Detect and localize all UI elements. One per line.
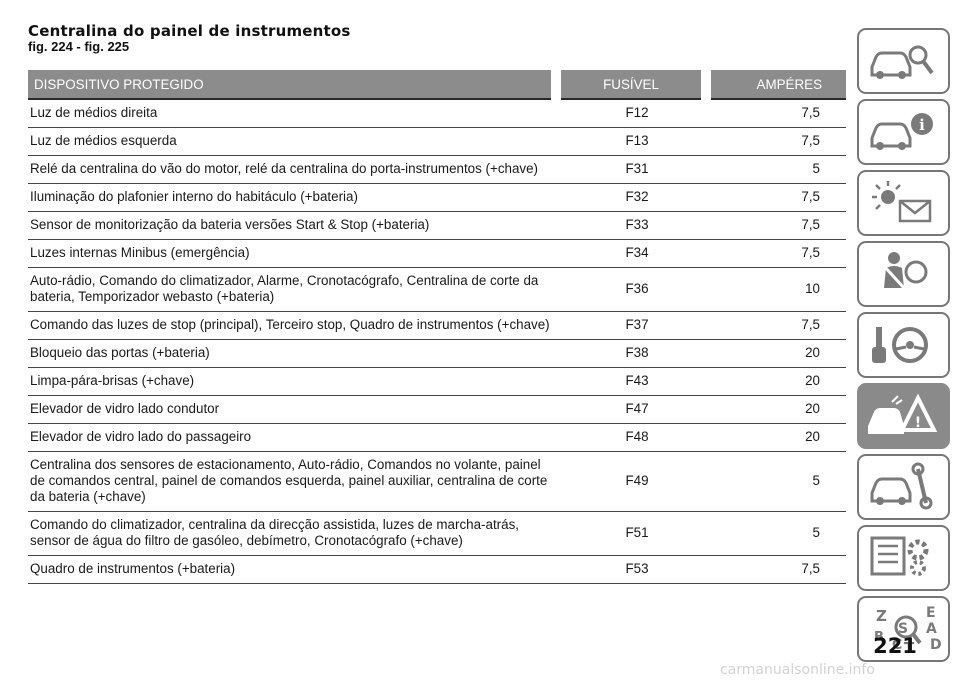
table-row: Comando das luzes de stop (principal), T…: [28, 311, 846, 340]
table-row: Quadro de instrumentos (+bateria) F53 7,5: [28, 555, 846, 584]
table-row: Limpa-pára-brisas (+chave) F43 20: [28, 367, 846, 396]
table-body: Luz de médios direita F12 7,5 Luz de médios…: [28, 99, 846, 584]
column-header-fuse: FUSÍVEL: [551, 70, 706, 100]
column-header-device: DISPOSITIVO PROTEGIDO: [28, 70, 556, 100]
svg-text:S: S: [898, 621, 908, 637]
amps-cell: 5: [706, 155, 846, 184]
amps-cell: 20: [706, 339, 846, 368]
figure-reference: fig. 224 - fig. 225: [28, 39, 130, 54]
device-cell: Bloqueio das portas (+bateria): [28, 339, 556, 368]
table-row: Luz de médios esquerda F13 7,5: [28, 127, 846, 156]
amps-cell: 7,5: [706, 239, 846, 268]
amps-cell: 7,5: [706, 211, 846, 240]
device-cell: Relé da centralina do vão do motor, relé…: [28, 155, 556, 184]
watermark: carmanualsonline.info: [720, 662, 875, 678]
seatbelt-airbag-icon: [866, 248, 942, 300]
device-cell: Iluminação do plafonier interno do habit…: [28, 183, 556, 212]
fuse-cell: F49: [556, 451, 706, 512]
svg-text:D: D: [930, 637, 942, 653]
fuse-table: DISPOSITIVO PROTEGIDO FUSÍVEL AMPÉRES Lu…: [28, 70, 846, 584]
chapter-tab-4[interactable]: [857, 241, 950, 307]
device-cell: Comando das luzes de stop (principal), T…: [28, 311, 556, 340]
table-row: Luzes internas Minibus (emergência) F34 7,…: [28, 239, 846, 268]
svg-text:T: T: [904, 639, 915, 655]
device-cell: Limpa-pára-brisas (+chave): [28, 367, 556, 396]
amps-cell: 20: [706, 367, 846, 396]
table-row: Luz de médios direita F12 7,5: [28, 99, 846, 128]
table-row: Relé da centralina do vão do motor, relé…: [28, 155, 846, 184]
fuse-cell: F36: [556, 267, 706, 312]
key-steering-wheel-icon: [866, 319, 942, 371]
amps-cell: 20: [706, 423, 846, 452]
chapter-tab-7[interactable]: [857, 454, 950, 520]
device-cell: Quadro de instrumentos (+bateria): [28, 555, 556, 584]
device-cell: Centralina dos sensores de estacionament…: [28, 451, 556, 512]
fuse-cell: F43: [556, 367, 706, 396]
table-row: Comando do climatizador, centralina da d…: [28, 511, 846, 556]
chapter-tab-6[interactable]: !: [857, 383, 950, 449]
fuse-cell: F32: [556, 183, 706, 212]
device-cell: Luzes internas Minibus (emergência): [28, 239, 556, 268]
device-cell: Luz de médios esquerda: [28, 127, 556, 156]
amps-cell: 7,5: [706, 183, 846, 212]
svg-text:C: C: [892, 637, 902, 653]
chapter-tab-8[interactable]: [857, 525, 950, 591]
device-cell: Elevador de vidro lado condutor: [28, 395, 556, 424]
chapter-tab-5[interactable]: [857, 312, 950, 378]
fuse-cell: F53: [556, 555, 706, 584]
svg-text:Z: Z: [876, 607, 887, 625]
fuse-cell: F33: [556, 211, 706, 240]
device-cell: Sensor de monitorização da bateria versõ…: [28, 211, 556, 240]
fuse-cell: F47: [556, 395, 706, 424]
specs-gear-icon: [866, 532, 942, 584]
device-cell: Auto-rádio, Comando do climatizador, Ala…: [28, 267, 556, 312]
svg-text:i: i: [919, 116, 925, 134]
table-row: Centralina dos sensores de estacionament…: [28, 451, 846, 512]
svg-text:E: E: [926, 605, 936, 621]
table-header-row: DISPOSITIVO PROTEGIDO FUSÍVEL AMPÉRES: [28, 70, 846, 100]
chapter-tab-3[interactable]: [857, 170, 950, 236]
chapter-tab-2[interactable]: i: [857, 99, 950, 165]
fuse-cell: F38: [556, 339, 706, 368]
svg-text:!: !: [914, 415, 920, 431]
car-wrench-icon: [866, 461, 942, 513]
chapter-tab-1[interactable]: [857, 28, 950, 94]
table-row: Bloqueio das portas (+bateria) F38 20: [28, 339, 846, 368]
amps-cell: 7,5: [706, 127, 846, 156]
amps-cell: 5: [706, 511, 846, 556]
device-cell: Luz de médios direita: [28, 99, 556, 128]
fuse-cell: F34: [556, 239, 706, 268]
fuse-cell: F31: [556, 155, 706, 184]
page-title: Centralina do painel de instrumentos: [28, 22, 351, 40]
amps-cell: 7,5: [706, 555, 846, 584]
warning-light-message-icon: [866, 177, 942, 229]
svg-text:B: B: [874, 630, 884, 645]
table-row: Sensor de monitorização da bateria versõ…: [28, 211, 846, 240]
table-row: Elevador de vidro lado do passageiro F48 2…: [28, 423, 846, 452]
svg-text:A: A: [926, 621, 937, 637]
amps-cell: 20: [706, 395, 846, 424]
amps-cell: 10: [706, 267, 846, 312]
table-row: Auto-rádio, Comando do climatizador, Ala…: [28, 267, 846, 312]
amps-cell: 5: [706, 451, 846, 512]
amps-cell: 7,5: [706, 311, 846, 340]
table-row: Iluminação do plafonier interno do habit…: [28, 183, 846, 212]
car-breakdown-warning-icon: !: [866, 390, 942, 442]
car-info-icon: i: [866, 106, 942, 158]
fuse-cell: F51: [556, 511, 706, 556]
column-header-amps: AMPÉRES: [701, 70, 846, 100]
fuse-cell: F48: [556, 423, 706, 452]
car-search-icon: [866, 35, 942, 87]
table-row: Elevador de vidro lado condutor F47 20: [28, 395, 846, 424]
fuse-cell: F13: [556, 127, 706, 156]
device-cell: Elevador de vidro lado do passageiro: [28, 423, 556, 452]
page-number: 221: [873, 634, 917, 658]
amps-cell: 7,5: [706, 99, 846, 128]
device-cell: Comando do climatizador, centralina da d…: [28, 511, 556, 556]
fuse-cell: F37: [556, 311, 706, 340]
fuse-cell: F12: [556, 99, 706, 128]
